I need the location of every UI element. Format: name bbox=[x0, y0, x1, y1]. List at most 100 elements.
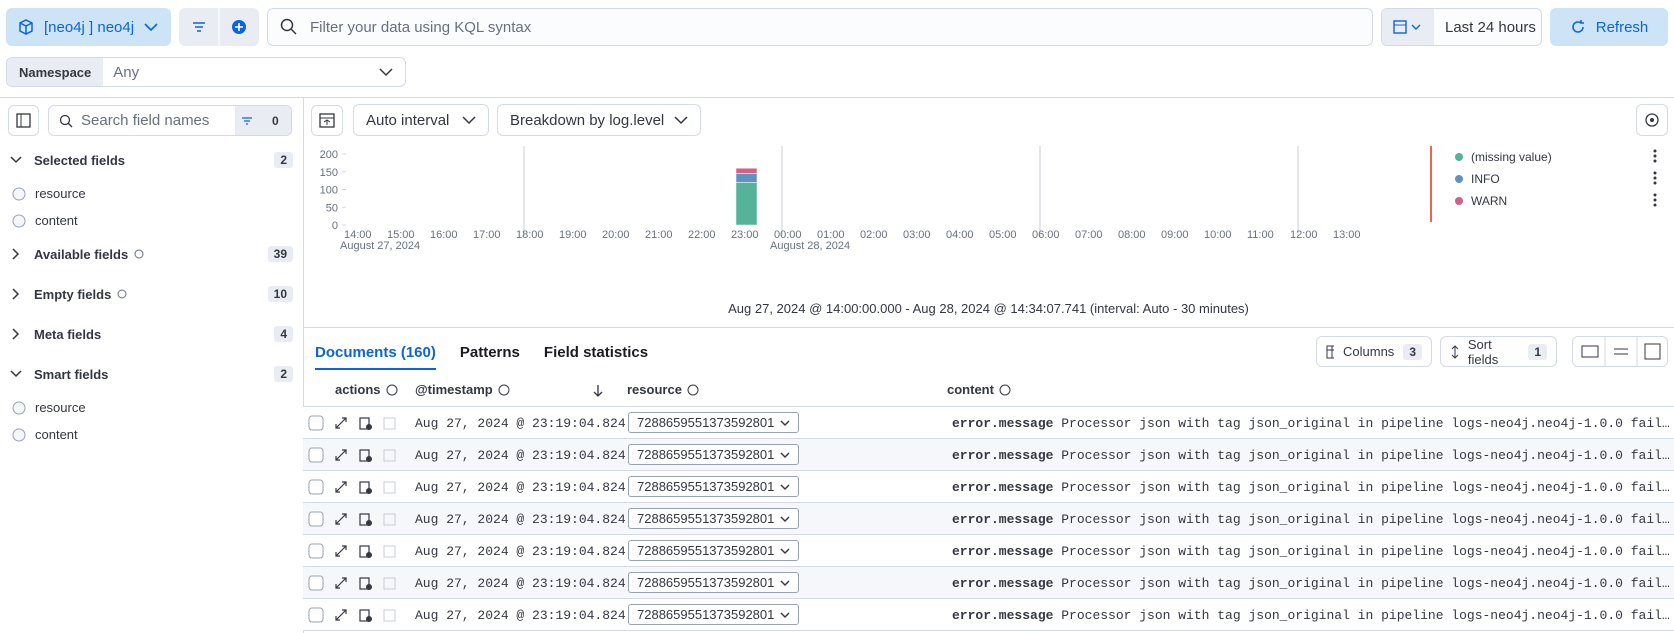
x-tick-label: 02:00 bbox=[860, 229, 888, 241]
icon[interactable] bbox=[333, 479, 399, 495]
legend-menu bbox=[1654, 160, 1657, 163]
table-row: Aug 27, 2024 @ 23:19:04.8247288659551373… bbox=[303, 471, 1674, 503]
columns-button[interactable]: Columns3 bbox=[1316, 336, 1432, 367]
icon[interactable] bbox=[333, 415, 399, 431]
icon bbox=[999, 384, 1011, 396]
icon bbox=[12, 401, 26, 415]
icon[interactable] bbox=[308, 511, 324, 527]
legend-label: (missing value) bbox=[1471, 150, 1552, 164]
breakdown-select[interactable]: Breakdown by log.level bbox=[497, 104, 701, 136]
date-label: August 28, 2024 bbox=[770, 240, 850, 252]
timestamp: Aug 27, 2024 @ 23:19:04.824 bbox=[415, 544, 626, 559]
resource: 7288659551373592801 bbox=[637, 543, 774, 558]
field-group[interactable]: Smart fields2 bbox=[0, 354, 303, 394]
column-header[interactable]: resource bbox=[627, 382, 699, 397]
resource-badge[interactable]: 7288659551373592801 bbox=[628, 540, 799, 561]
resource: 7288659551373592801 bbox=[637, 447, 774, 462]
content-text: Processor json with tag json_original in… bbox=[1061, 544, 1670, 559]
icon[interactable] bbox=[333, 447, 399, 463]
resource-badge[interactable]: 7288659551373592801 bbox=[628, 412, 799, 433]
y-tick-label: 50 bbox=[326, 202, 338, 214]
resource-badge[interactable]: 7288659551373592801 bbox=[628, 604, 799, 625]
icon[interactable] bbox=[333, 607, 399, 623]
collapse-sidebar[interactable] bbox=[8, 105, 39, 136]
field-group[interactable]: Empty fields10 bbox=[0, 274, 303, 314]
x-tick-label: 07:00 bbox=[1075, 229, 1103, 241]
resource: 7288659551373592801 bbox=[637, 511, 774, 526]
x-tick-label: 18:00 bbox=[516, 229, 544, 241]
sort-button[interactable]: Sort fields1 bbox=[1440, 336, 1557, 367]
date-picker[interactable]: Last 24 hours bbox=[1381, 8, 1542, 46]
group-count: 2 bbox=[274, 152, 293, 168]
icon[interactable] bbox=[308, 607, 324, 623]
icon bbox=[1570, 19, 1586, 35]
query-input[interactable]: Filter your data using KQL syntax bbox=[267, 8, 1373, 46]
icon[interactable] bbox=[308, 575, 324, 591]
x-tick-label: 10:00 bbox=[1204, 229, 1232, 241]
x-tick-label: 21:00 bbox=[645, 229, 673, 241]
time-range: Last 24 hours bbox=[1445, 19, 1536, 36]
namespace-value: Any bbox=[113, 64, 379, 81]
breakdown: Breakdown by log.level bbox=[510, 112, 664, 129]
x-tick-label: 20:00 bbox=[602, 229, 630, 241]
content: error.message Processor json with tag js… bbox=[952, 608, 1670, 623]
icon[interactable] bbox=[179, 8, 259, 46]
field-name: content bbox=[35, 427, 78, 442]
field-group[interactable]: Selected fields2 bbox=[0, 140, 303, 180]
column-header[interactable]: actions bbox=[335, 382, 398, 397]
table-header: actions @timestamp resource content bbox=[303, 373, 1674, 407]
resource-badge[interactable]: 7288659551373592801 bbox=[628, 444, 799, 465]
group-count: 2 bbox=[274, 366, 293, 382]
tab[interactable]: Field statistics bbox=[544, 340, 648, 370]
icon bbox=[592, 384, 604, 397]
icon bbox=[117, 289, 127, 299]
resource-badge[interactable]: 7288659551373592801 bbox=[628, 508, 799, 529]
content-text: Processor json with tag json_original in… bbox=[1061, 448, 1670, 463]
grid-controls[interactable] bbox=[1572, 336, 1668, 367]
field-filter[interactable]: 0 bbox=[235, 106, 291, 135]
field-item[interactable]: resource bbox=[0, 394, 303, 421]
chart-toggle[interactable] bbox=[311, 105, 343, 136]
field-item[interactable]: content bbox=[0, 207, 303, 234]
x-tick-label: 12:00 bbox=[1290, 229, 1318, 241]
column-header[interactable]: @timestamp bbox=[415, 382, 510, 397]
icon bbox=[386, 384, 398, 396]
date-quick[interactable] bbox=[1382, 9, 1434, 45]
icon[interactable] bbox=[333, 511, 399, 527]
tab[interactable]: Documents (160) bbox=[315, 340, 436, 370]
legend-menu bbox=[1654, 204, 1657, 207]
field-item[interactable]: resource bbox=[0, 180, 303, 207]
field-name: resource bbox=[35, 400, 86, 415]
legend-menu bbox=[1654, 182, 1657, 185]
resource-badge[interactable]: 7288659551373592801 bbox=[628, 476, 799, 497]
data-view-button[interactable]: [neo4j ] neo4j bbox=[6, 8, 171, 46]
x-tick-label: 06:00 bbox=[1032, 229, 1060, 241]
column-header[interactable]: content bbox=[947, 382, 1011, 397]
icon bbox=[1450, 345, 1459, 359]
icon bbox=[10, 248, 22, 260]
icon[interactable] bbox=[333, 575, 399, 591]
refresh-button[interactable]: Refresh bbox=[1550, 8, 1668, 46]
field-group[interactable]: Meta fields4 bbox=[0, 314, 303, 354]
interval-select[interactable]: Auto interval bbox=[353, 104, 489, 136]
field-search[interactable]: Search field names 0 bbox=[48, 105, 292, 136]
icon[interactable] bbox=[308, 543, 324, 559]
field-group[interactable]: Available fields39 bbox=[0, 234, 303, 274]
bar bbox=[736, 168, 757, 173]
namespace-filter[interactable]: Namespace Any bbox=[6, 57, 406, 87]
bar bbox=[736, 182, 757, 225]
histogram: 05010015020014:0015:0016:0017:0018:0019:… bbox=[303, 140, 1674, 265]
icon[interactable] bbox=[333, 543, 399, 559]
icon[interactable] bbox=[308, 479, 324, 495]
icon[interactable] bbox=[308, 415, 324, 431]
resource: 7288659551373592801 bbox=[637, 575, 774, 590]
field-item[interactable]: content bbox=[0, 421, 303, 448]
chart-options[interactable] bbox=[1636, 104, 1668, 136]
table-row: Aug 27, 2024 @ 23:19:04.8247288659551373… bbox=[303, 407, 1674, 439]
icon bbox=[1644, 112, 1660, 128]
resource-badge[interactable]: 7288659551373592801 bbox=[628, 572, 799, 593]
icon bbox=[1326, 345, 1334, 359]
icon bbox=[687, 384, 699, 396]
tab[interactable]: Patterns bbox=[460, 340, 520, 370]
icon[interactable] bbox=[308, 447, 324, 463]
